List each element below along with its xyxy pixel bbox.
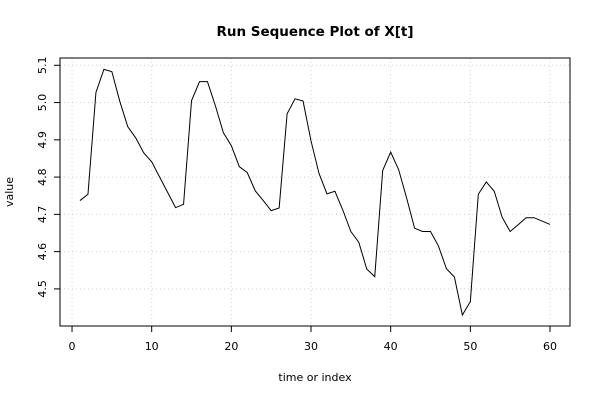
series-line	[79, 68, 551, 317]
x-axis: 0 10 20 30 40 50 60	[69, 326, 557, 353]
y-tick-label: 4.6	[36, 243, 49, 260]
plot-frame	[59, 57, 571, 327]
y-axis: 4.5 4.6 4.7 4.8 4.9 5.0 5.1	[36, 57, 60, 298]
x-tick-label: 40	[384, 340, 398, 353]
y-tick-label: 5.1	[36, 57, 49, 75]
x-tick-label: 20	[224, 340, 238, 353]
y-tick-label: 4.7	[36, 206, 49, 224]
y-tick-label: 4.8	[36, 168, 49, 186]
x-tick-label: 10	[145, 340, 159, 353]
chart-title: Run Sequence Plot of X[t]	[216, 24, 413, 40]
x-tick-label: 0	[69, 340, 76, 353]
x-tick-label: 50	[463, 340, 477, 353]
y-tick-label: 5.0	[36, 94, 49, 112]
y-axis-label: value	[3, 177, 16, 207]
x-axis-label: time or index	[278, 371, 352, 384]
y-tick-label: 4.9	[36, 131, 49, 149]
y-tick-label: 4.5	[36, 280, 49, 298]
x-tick-label: 30	[304, 340, 318, 353]
x-tick-label: 60	[543, 340, 557, 353]
grid-lines	[60, 58, 570, 326]
